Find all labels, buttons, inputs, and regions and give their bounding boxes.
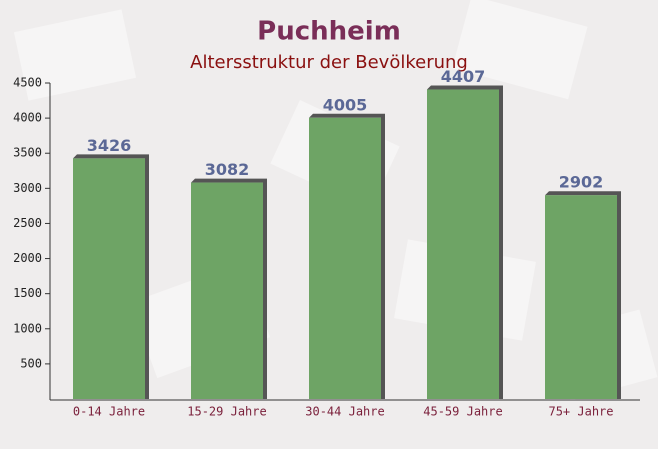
value-label: 2902 — [559, 173, 604, 192]
y-tick-label: 4000 — [13, 111, 42, 125]
y-tick-label: 2500 — [13, 216, 42, 230]
value-label: 4005 — [323, 95, 368, 114]
y-tick-label: 500 — [20, 356, 42, 370]
y-tick-label: 3000 — [13, 181, 42, 195]
bar — [73, 158, 145, 399]
y-tick-label: 3500 — [13, 146, 42, 160]
bar — [191, 182, 263, 399]
y-tick-label: 2000 — [13, 251, 42, 265]
x-tick-label: 15-29 Jahre — [187, 405, 266, 419]
bar — [545, 195, 617, 399]
value-label: 3426 — [87, 136, 132, 155]
x-tick-label: 45-59 Jahre — [423, 405, 502, 419]
x-tick-label: 0-14 Jahre — [73, 405, 145, 419]
chart-title: Puchheim — [257, 17, 401, 47]
y-tick-label: 1000 — [13, 321, 42, 335]
y-tick-label: 1500 — [13, 286, 42, 300]
chart-subtitle: Altersstruktur der Bevölkerung — [190, 52, 468, 73]
bar — [309, 117, 381, 399]
y-tick-label: 4500 — [13, 76, 42, 90]
bar — [427, 89, 499, 399]
x-tick-label: 30-44 Jahre — [305, 405, 384, 419]
value-label: 3082 — [205, 160, 250, 179]
x-tick-label: 75+ Jahre — [548, 405, 613, 419]
value-label: 4407 — [441, 67, 486, 86]
